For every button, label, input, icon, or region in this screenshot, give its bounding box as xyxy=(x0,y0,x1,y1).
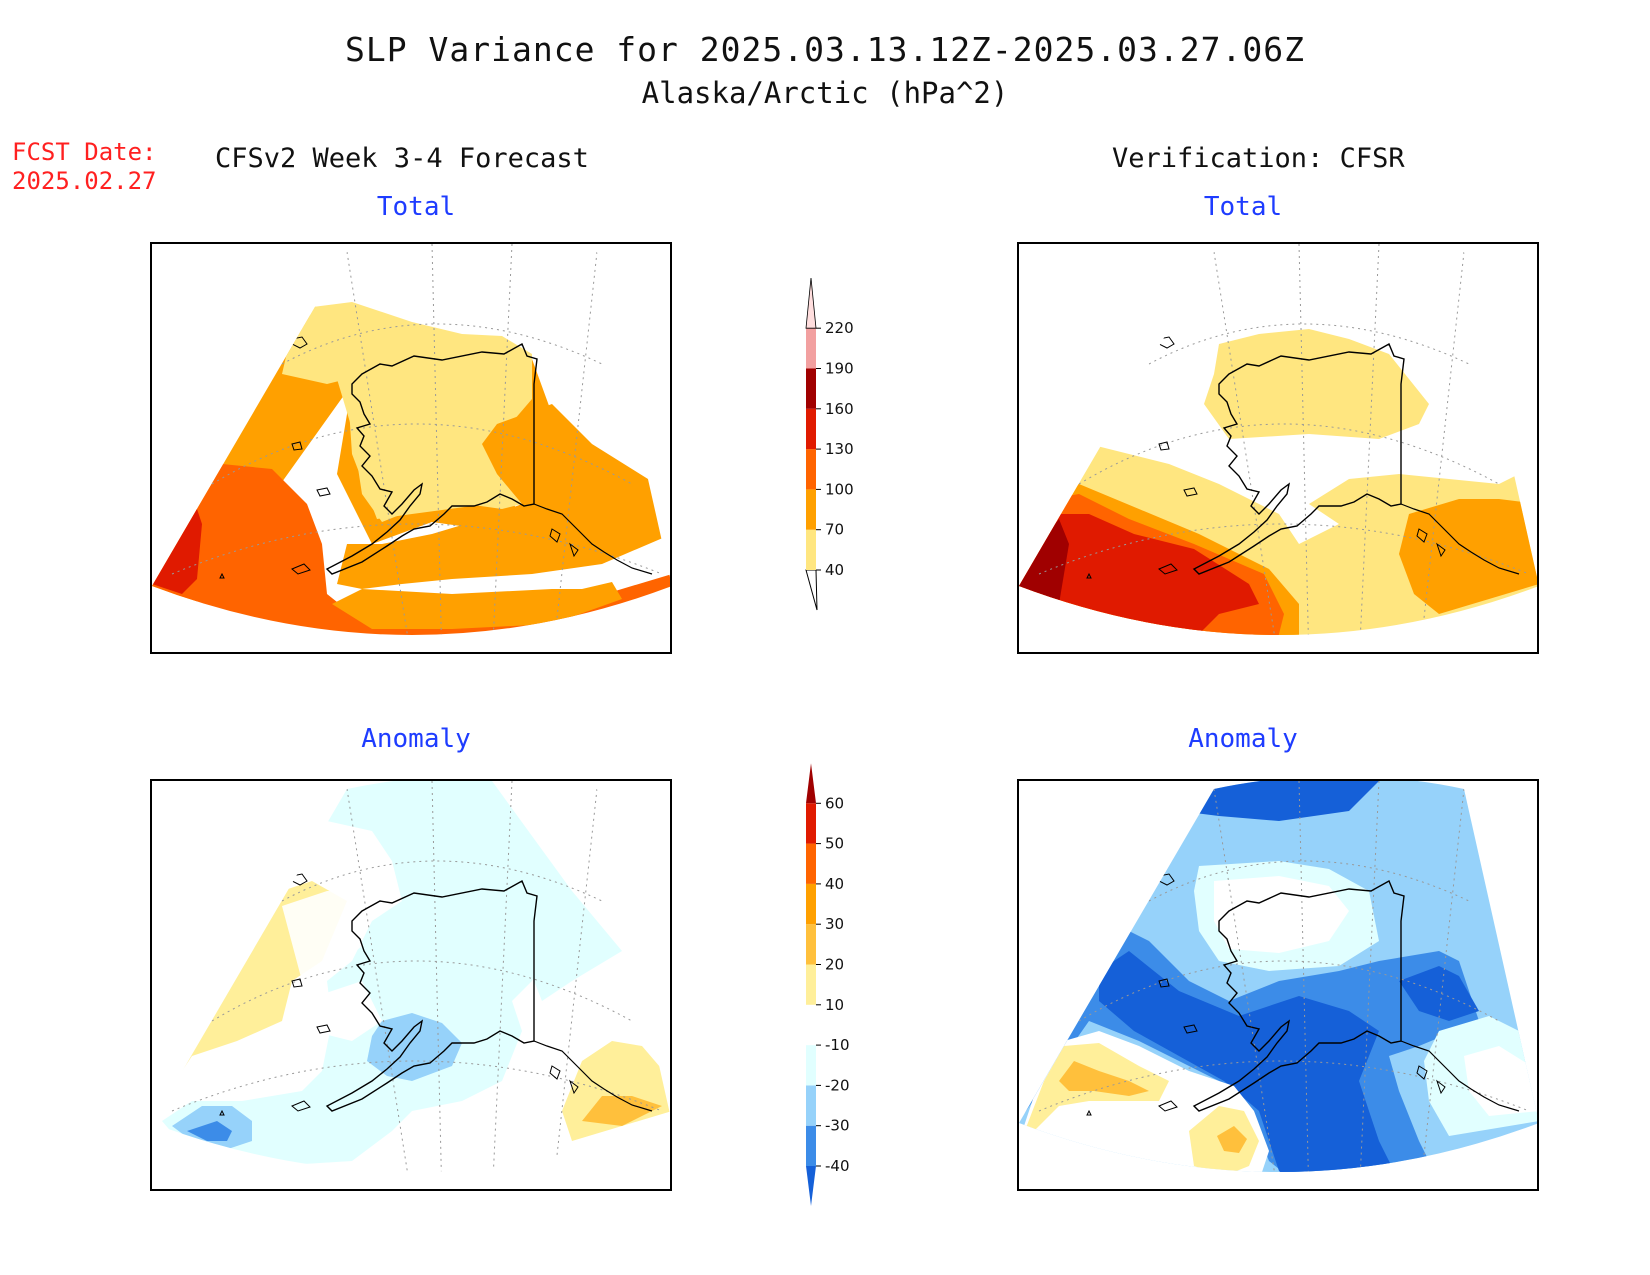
colorbar-extension-high xyxy=(806,763,816,804)
colorbar-tick-label: -30 xyxy=(825,1117,850,1135)
colorbar-swatch xyxy=(806,328,816,369)
fcst-date-value: 2025.02.27 xyxy=(12,167,157,195)
colorbar-swatch xyxy=(806,1004,816,1046)
total-colorbar: 40 70 100 130 160 190 220 xyxy=(805,278,854,611)
colorbar-tick-label: 10 xyxy=(825,996,844,1014)
verification-total-title: Total xyxy=(1203,192,1283,222)
verification-anomaly-map xyxy=(1017,779,1539,1191)
colorbar-tick-label: 40 xyxy=(825,875,844,893)
colorbar-swatch xyxy=(805,278,817,329)
colorbar-swatch xyxy=(806,368,816,409)
colorbar-tick-label: -40 xyxy=(825,1157,850,1175)
colorbar-tick-label: -10 xyxy=(825,1036,850,1054)
forecast-anomaly-title: Anomaly xyxy=(361,724,471,754)
colorbar-swatch xyxy=(806,964,816,1005)
colorbar-swatch xyxy=(806,489,816,530)
colorbar-tick-label: 190 xyxy=(825,360,854,378)
forecast-total-title: Total xyxy=(376,192,456,222)
colorbar-swatch xyxy=(806,924,816,965)
colorbar-tick-label: 40 xyxy=(825,561,844,579)
colorbar-swatch xyxy=(806,1125,816,1166)
forecast-column-title: CFSv2 Week 3-4 Forecast xyxy=(215,143,589,174)
figure-title: SLP Variance for 2025.03.13.12Z-2025.03.… xyxy=(345,30,1305,69)
forecast-anomaly-map xyxy=(150,779,672,1191)
verification-anomaly-title: Anomaly xyxy=(1188,724,1298,754)
colorbar-tick-label: 30 xyxy=(825,915,844,933)
verification-total-map xyxy=(1017,242,1539,654)
colorbar-swatch xyxy=(806,1085,816,1126)
colorbar-tick-label: 70 xyxy=(825,521,844,539)
colorbar-tick-label: 160 xyxy=(825,400,854,418)
colorbar-swatch xyxy=(806,529,816,570)
colorbar-tick-label: 20 xyxy=(825,956,844,974)
colorbar-tick-label: 100 xyxy=(825,480,854,498)
colorbar-tick-label: 220 xyxy=(825,319,854,337)
figure-subtitle: Alaska/Arctic (hPa^2) xyxy=(641,76,1009,110)
colorbar-swatch xyxy=(806,803,816,844)
fcst-date-block: FCST Date: 2025.02.27 xyxy=(12,138,157,196)
colorbar-swatch xyxy=(806,883,816,925)
forecast-total-map xyxy=(150,242,672,654)
colorbar-swatch xyxy=(806,843,816,884)
colorbar-swatch xyxy=(806,408,816,450)
verification-column-title: Verification: CFSR xyxy=(1112,143,1405,174)
colorbar-tick-label: -20 xyxy=(825,1076,850,1094)
colorbar-extension-low xyxy=(806,1166,816,1206)
colorbar-tick-label: 50 xyxy=(825,835,844,853)
colorbar-swatch xyxy=(806,449,816,490)
colorbar-tick-label: 60 xyxy=(825,794,844,812)
fcst-date-label: FCST Date: xyxy=(12,138,157,166)
colorbar-tick-label: 130 xyxy=(825,440,854,458)
anomaly-colorbar: -40 -30 -20 -10 10 20 30 40 50 60 xyxy=(806,763,850,1206)
colorbar-extension-low xyxy=(805,569,818,611)
colorbar-swatch xyxy=(806,1045,816,1086)
